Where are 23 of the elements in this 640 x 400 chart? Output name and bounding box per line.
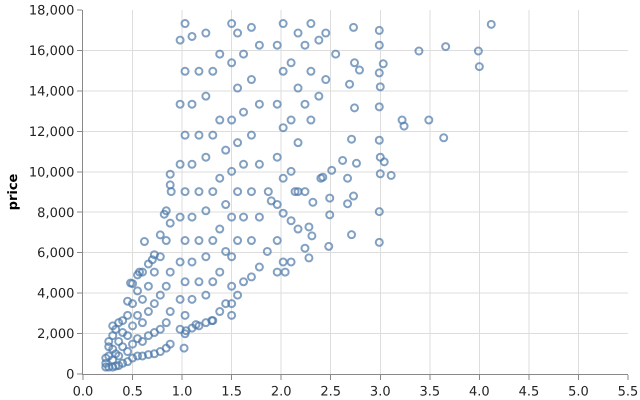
x-tick-label: 5.0 <box>568 384 589 400</box>
x-tick-label: 5.5 <box>618 384 638 400</box>
y-tick-label: 8,000 <box>37 206 74 221</box>
x-tick-label: 1.5 <box>221 384 242 400</box>
y-tick-label: 2,000 <box>37 327 74 342</box>
x-tick-label: 3.5 <box>419 384 440 400</box>
y-tick-label: 16,000 <box>28 44 74 59</box>
y-tick-label: 4,000 <box>37 286 74 302</box>
y-axis-title: price <box>6 173 21 210</box>
x-tick-label: 0.0 <box>72 384 94 400</box>
x-tick-label: 1.0 <box>172 384 192 400</box>
x-tick-label: 0.5 <box>122 384 143 400</box>
x-tick-label: 3.0 <box>370 384 391 400</box>
x-tick-label: 2.0 <box>270 384 292 400</box>
y-tick-label: 0 <box>66 368 74 383</box>
y-tick-label: 14,000 <box>28 84 74 100</box>
y-tick-label: 12,000 <box>28 124 74 140</box>
y-tick-label: 6,000 <box>37 246 74 262</box>
y-tick-label: 18,000 <box>28 4 74 19</box>
x-tick-label: 2.5 <box>320 384 342 400</box>
y-tick-label: 10,000 <box>28 165 74 180</box>
x-tick-label: 4.0 <box>469 384 490 400</box>
x-tick-label: 4.5 <box>518 384 540 400</box>
